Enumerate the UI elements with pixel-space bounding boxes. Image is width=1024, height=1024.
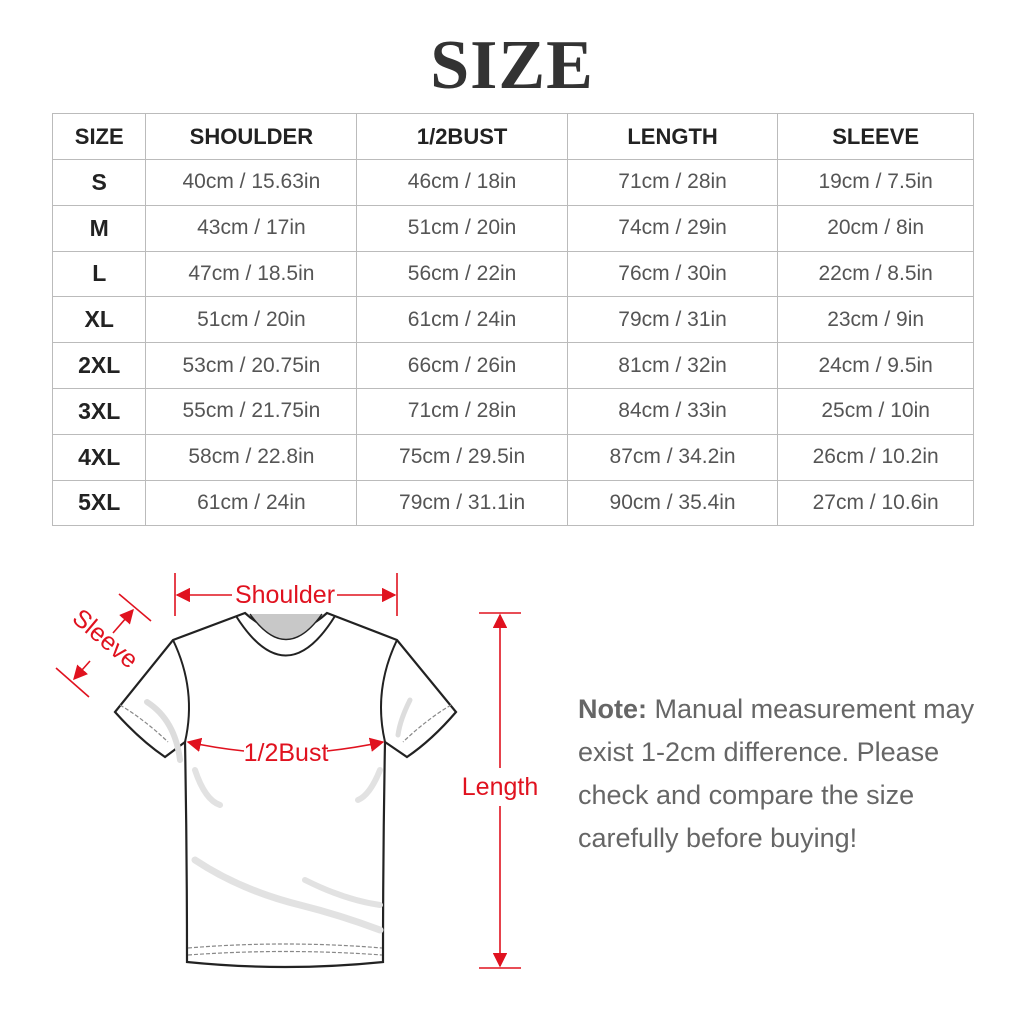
shoulder-measure — [174, 573, 398, 616]
table-row: 5XL 61cm / 24in 79cm / 31.1in 90cm / 35.4in… — [51, 479, 974, 527]
column-header: SLEEVE — [777, 113, 974, 160]
tshirt-illustration — [113, 611, 458, 969]
measurement-cell: 76cm / 30in — [566, 250, 779, 298]
measurement-cell: 19cm / 7.5in — [777, 159, 974, 206]
page-title: SIZE — [430, 27, 594, 104]
measurement-cell: 22cm / 8.5in — [777, 250, 974, 298]
measurement-cell: 23cm / 9in — [777, 296, 974, 344]
measurement-cell: 53cm / 20.75in — [145, 342, 358, 389]
table-row: 4XL 58cm / 22.8in 75cm / 29.5in 87cm / 34.2… — [51, 433, 974, 481]
measurement-cell: 79cm / 31.1in — [356, 479, 568, 527]
column-header: SHOULDER — [145, 113, 358, 160]
table-row: S 40cm / 15.63in 46cm / 18in 71cm / 28in 19c… — [51, 159, 974, 206]
measurement-cell: 55cm / 21.75in — [145, 387, 358, 435]
size-table: SIZE SHOULDER 1/2BUST LENGTH SLEEVE S 40cm / … — [51, 113, 974, 527]
length-label: Length — [462, 773, 538, 801]
measurement-cell: 24cm / 9.5in — [777, 342, 974, 389]
length-measure — [479, 612, 521, 969]
size-cell: M — [51, 204, 147, 252]
size-cell: 3XL — [51, 387, 147, 435]
measurement-cell: 71cm / 28in — [356, 387, 568, 435]
measurement-cell: 71cm / 28in — [566, 159, 779, 206]
measurement-cell: 27cm / 10.6in — [777, 479, 974, 527]
column-header: 1/2BUST — [356, 113, 568, 160]
note: Note: Manual measurement may exist 1-2cm… — [578, 688, 998, 860]
sleeve-label: Sleeve — [67, 604, 144, 675]
size-cell: S — [51, 159, 147, 206]
measurement-cell: 20cm / 8in — [777, 204, 974, 252]
size-cell: 4XL — [51, 433, 147, 481]
table-row: 3XL 55cm / 21.75in 71cm / 28in 84cm / 33in 2… — [51, 387, 974, 435]
size-cell: L — [51, 250, 147, 298]
measurement-cell: 61cm / 24in — [145, 479, 358, 527]
table-body: S 40cm / 15.63in 46cm / 18in 71cm / 28in 19c… — [51, 159, 974, 527]
measurement-cell: 47cm / 18.5in — [145, 250, 358, 298]
measurement-cell: 75cm / 29.5in — [356, 433, 568, 481]
table-row: 2XL 53cm / 20.75in 66cm / 26in 81cm / 32in 2… — [51, 342, 974, 389]
measurement-cell: 46cm / 18in — [356, 159, 568, 206]
sleeve-measure — [55, 593, 152, 698]
note-text: Manual measurement may exist 1-2cm diffe… — [578, 694, 975, 853]
shoulder-label: Shoulder — [235, 581, 335, 609]
column-header: LENGTH — [566, 113, 779, 160]
measurement-cell: 40cm / 15.63in — [145, 159, 358, 206]
measurement-cell: 58cm / 22.8in — [145, 433, 358, 481]
measurement-cell: 66cm / 26in — [356, 342, 568, 389]
note-label: Note: — [578, 694, 647, 724]
measurement-cell: 51cm / 20in — [356, 204, 568, 252]
measurement-cell: 87cm / 34.2in — [566, 433, 779, 481]
bust-measure — [186, 737, 385, 752]
measurement-cell: 74cm / 29in — [566, 204, 779, 252]
measurement-cell: 26cm / 10.2in — [777, 433, 974, 481]
size-cell: XL — [51, 296, 147, 344]
measurement-cell: 25cm / 10in — [777, 387, 974, 435]
table-row: L 47cm / 18.5in 56cm / 22in 76cm / 30in 22cm… — [51, 250, 974, 298]
measurement-cell: 81cm / 32in — [566, 342, 779, 389]
size-cell: 5XL — [51, 479, 147, 527]
measurement-cell: 56cm / 22in — [356, 250, 568, 298]
measurement-cell: 51cm / 20in — [145, 296, 358, 344]
column-header: SIZE — [51, 113, 147, 160]
bust-label: 1/2Bust — [244, 739, 329, 767]
table-header-row: SIZE SHOULDER 1/2BUST LENGTH SLEEVE — [51, 113, 974, 160]
table-row: XL 51cm / 20in 61cm / 24in 79cm / 31in 23cm … — [51, 296, 974, 344]
measurement-cell: 43cm / 17in — [145, 204, 358, 252]
table-row: M 43cm / 17in 51cm / 20in 74cm / 29in 20cm /… — [51, 204, 974, 252]
size-cell: 2XL — [51, 342, 147, 389]
measurement-cell: 90cm / 35.4in — [566, 479, 779, 527]
measurement-cell: 79cm / 31in — [566, 296, 779, 344]
measurement-cell: 84cm / 33in — [566, 387, 779, 435]
